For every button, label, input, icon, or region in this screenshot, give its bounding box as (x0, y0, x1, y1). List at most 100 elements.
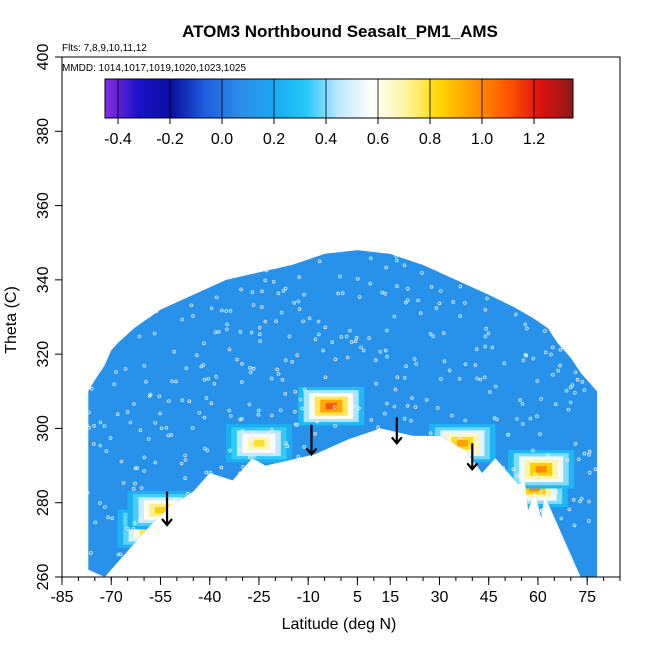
observation-point (220, 308, 224, 313)
observation-point (205, 448, 210, 453)
observation-point (529, 515, 534, 520)
observation-point (394, 258, 399, 263)
observation-point (521, 422, 525, 426)
observation-point (470, 270, 475, 274)
observation-point (319, 455, 324, 460)
observation-point (546, 452, 551, 457)
observation-point (313, 431, 318, 436)
observation-point (190, 426, 195, 430)
x-tick-label: -10 (297, 589, 320, 606)
observation-point (240, 429, 245, 433)
observation-point (92, 277, 97, 282)
observation-point (429, 285, 434, 289)
observation-point (88, 425, 91, 430)
observation-point (297, 275, 302, 279)
observation-point (479, 513, 483, 517)
observation-point (491, 272, 496, 277)
observation-point (326, 515, 331, 520)
observation-point (414, 362, 419, 366)
observation-point (204, 470, 209, 475)
x-tick-label: -40 (198, 589, 221, 606)
observation-point (216, 253, 221, 258)
observation-point (554, 490, 558, 495)
observation-point (589, 286, 593, 290)
observation-point (132, 295, 137, 299)
observation-point (540, 556, 545, 560)
observation-point (188, 551, 192, 555)
observation-point (586, 257, 590, 262)
observation-point (269, 376, 274, 381)
observation-point (118, 271, 122, 275)
observation-point (248, 365, 252, 370)
observation-point (458, 553, 463, 557)
observation-point (283, 286, 288, 291)
observation-point (195, 353, 199, 358)
observation-point (339, 567, 343, 572)
observation-point (554, 286, 559, 291)
observation-point (285, 444, 290, 449)
observation-point (238, 329, 243, 334)
observation-point (295, 353, 300, 358)
observation-point (157, 394, 162, 399)
observation-point (165, 559, 169, 563)
observation-point (225, 322, 229, 327)
observation-point (293, 465, 297, 470)
flights-note: Flts: 7,8,9,10,11,12 (62, 43, 147, 54)
observation-point (424, 398, 429, 402)
observation-point (93, 520, 97, 525)
observation-point (515, 417, 519, 421)
observation-point (368, 556, 372, 561)
observation-point (92, 442, 96, 446)
observation-point (431, 537, 435, 541)
observation-point (549, 352, 553, 357)
observation-point (539, 282, 544, 287)
observation-point (241, 465, 245, 469)
observation-point (407, 548, 412, 553)
x-tick-label: 15 (381, 589, 399, 606)
observation-point (89, 551, 93, 555)
observation-point (301, 319, 305, 324)
observation-point (403, 437, 407, 441)
observation-point (492, 485, 497, 490)
observation-point (116, 552, 121, 557)
down-arrow (466, 443, 479, 472)
observation-point (392, 314, 397, 319)
observation-point (226, 531, 231, 536)
observation-point (227, 408, 232, 413)
observation-point (582, 451, 587, 456)
observation-point (283, 358, 288, 363)
observation-point (354, 335, 359, 340)
observation-point (228, 448, 232, 453)
colorbar: -0.4 -0.2 0.0 0.2 0.4 0.6 0.8 1.0 1.2 (104, 78, 574, 148)
observation-point (142, 363, 147, 368)
observation-point (307, 316, 312, 321)
observation-point (132, 521, 137, 525)
observation-point (139, 517, 143, 522)
observation-point (535, 379, 540, 383)
observation-point (219, 465, 224, 470)
observation-point (284, 441, 288, 446)
hotspot-cell (155, 506, 166, 514)
observation-point (483, 344, 488, 349)
observation-point (202, 341, 206, 346)
observation-point (447, 368, 452, 373)
observation-point (359, 490, 363, 495)
observation-point (544, 494, 549, 498)
observation-point (88, 423, 89, 428)
observation-point (368, 281, 373, 286)
observation-point (290, 359, 294, 364)
observation-point (263, 278, 268, 283)
observation-point (478, 377, 483, 382)
observation-point (250, 290, 255, 295)
observation-point (355, 277, 360, 281)
y-tick-label: 300 (35, 415, 52, 442)
observation-point (340, 291, 345, 296)
observation-point (361, 524, 365, 529)
observation-point (187, 250, 191, 255)
observation-point (473, 363, 478, 367)
observation-point (197, 410, 202, 415)
observation-point (502, 541, 506, 546)
observation-point (559, 261, 564, 266)
observation-point (393, 513, 398, 517)
